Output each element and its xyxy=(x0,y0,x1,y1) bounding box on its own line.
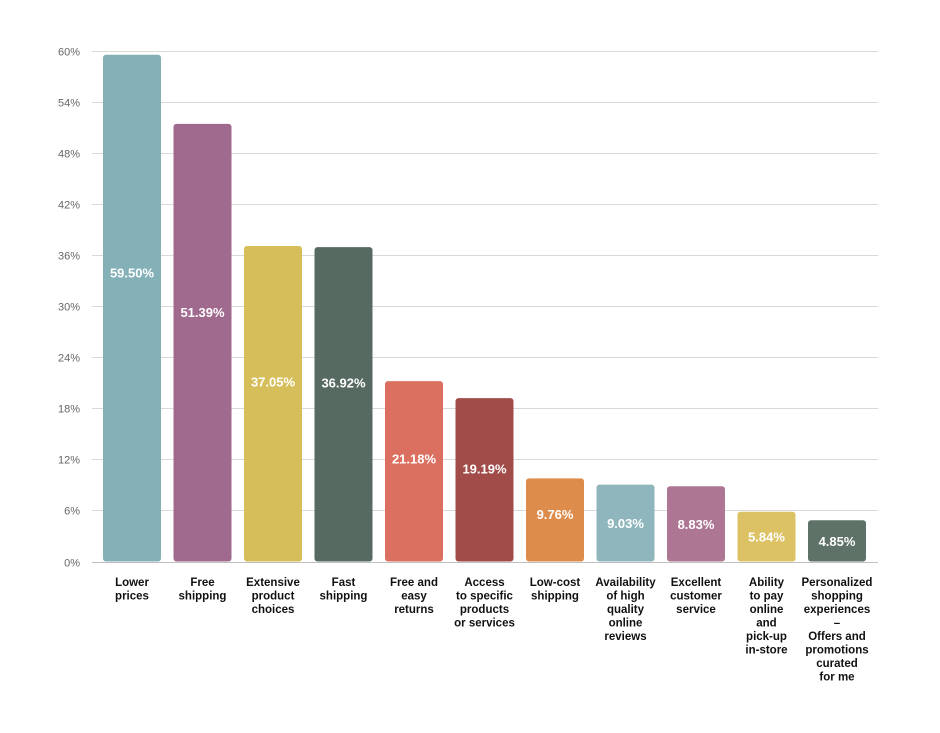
x-category-label-line: to pay xyxy=(750,591,784,603)
x-category-label-line: prices xyxy=(115,591,149,603)
bar-value-label: 8.83% xyxy=(678,517,715,532)
x-category-label: Ability to pay online and pick-up in-store xyxy=(745,577,787,657)
x-category-label-line: online xyxy=(609,618,643,630)
x-category-label-line: Extensive xyxy=(246,577,300,589)
x-category-label-line: Ability xyxy=(749,577,785,589)
x-category-label: Low-cost shipping xyxy=(530,577,581,603)
x-category-label-line: choices xyxy=(252,604,295,616)
bar xyxy=(455,398,514,562)
x-category-label-line: Excellent xyxy=(671,577,722,589)
y-tick-label: 60% xyxy=(58,47,80,59)
x-category-label: Fast shipping xyxy=(320,577,368,603)
x-category-label-line: Fast xyxy=(332,577,356,589)
bar-value-label: 9.76% xyxy=(537,507,574,522)
bar xyxy=(103,54,161,562)
x-category-label-line: and xyxy=(756,618,776,630)
x-category-label-line: shipping xyxy=(320,591,368,603)
x-category-label-line: pick-up xyxy=(746,631,787,643)
x-category-label: Excellent customer service xyxy=(670,577,722,616)
bar xyxy=(667,486,725,562)
x-category-label-line: to specific xyxy=(456,591,513,603)
y-tick-label: 42% xyxy=(58,200,80,212)
x-category-label-line: reviews xyxy=(604,631,646,643)
y-tick-label: 30% xyxy=(58,302,80,314)
bars: 59.50% 51.39% 37.05% 36.92% 21.18% 19.19% 9.76… xyxy=(103,54,866,562)
bar-value-label: 51.39% xyxy=(180,305,225,320)
x-category-label-line: returns xyxy=(394,604,434,616)
x-category-label-line: of high xyxy=(606,591,644,603)
y-tick-label: 24% xyxy=(58,353,80,365)
x-category-label-line: Free and xyxy=(390,577,438,589)
x-category-label-line: or services xyxy=(454,618,515,630)
x-category-label-line: shipping xyxy=(179,591,227,603)
y-tick-label: 36% xyxy=(58,251,80,263)
x-category-label: Personalized shopping experiences – Offers a… xyxy=(802,577,873,684)
y-tick-label: 18% xyxy=(58,404,80,416)
x-category-label-line: Availability xyxy=(595,577,656,589)
x-category-label-line: Free xyxy=(190,577,214,589)
bar xyxy=(526,478,584,562)
bar-value-label: 37.05% xyxy=(251,375,296,390)
y-tick-label: 12% xyxy=(58,455,80,467)
bar xyxy=(596,484,655,562)
x-category-label-line: in-store xyxy=(745,645,787,657)
bar-value-label: 59.50% xyxy=(110,266,155,281)
y-tick-label: 48% xyxy=(58,149,80,161)
x-category-label-line: – xyxy=(834,618,841,630)
x-category-label-line: products xyxy=(460,604,509,616)
bar-value-label: 36.92% xyxy=(321,375,366,390)
x-category-label-line: service xyxy=(676,604,716,616)
x-category-label-line: Personalized xyxy=(802,577,873,589)
x-category-label-line: curated xyxy=(816,658,858,670)
x-category-label: Access to specific products or services xyxy=(454,577,515,630)
x-category-label-line: for me xyxy=(819,672,854,684)
x-category-label-line: promotions xyxy=(805,645,868,657)
bar xyxy=(737,511,796,562)
x-category-label-line: shipping xyxy=(531,591,579,603)
x-category-label-line: Offers and xyxy=(808,631,866,643)
x-category-label: Lower prices xyxy=(115,577,149,603)
x-category-label: Free and easy returns xyxy=(390,577,438,616)
y-axis: 0% 6% 12% 18% 24% 30% 36% 42% 48% 54% 60% xyxy=(58,47,80,570)
bar xyxy=(808,520,866,562)
bar-value-label: 19.19% xyxy=(462,461,507,476)
x-category-label-line: Access xyxy=(464,577,504,589)
x-category-label-line: easy xyxy=(401,591,427,603)
bar xyxy=(385,381,443,562)
bar-value-label: 4.85% xyxy=(819,534,856,549)
x-category-label-line: product xyxy=(252,591,295,603)
x-category-label-line: experiences xyxy=(804,604,871,616)
bar-value-label: 21.18% xyxy=(392,452,437,467)
bar xyxy=(244,245,302,562)
bar-value-label: 5.84% xyxy=(748,530,785,545)
x-category-label-line: Low-cost xyxy=(530,577,581,589)
x-category-label-line: quality xyxy=(607,604,645,616)
x-category-label-line: customer xyxy=(670,591,722,603)
x-category-label-line: online xyxy=(750,604,784,616)
x-category-label-line: Lower xyxy=(115,577,149,589)
y-tick-label: 6% xyxy=(64,506,80,518)
bar-value-label: 9.03% xyxy=(607,516,644,531)
x-category-label: Free shipping xyxy=(179,577,227,603)
y-tick-label: 0% xyxy=(64,558,80,570)
x-category-label-line: shopping xyxy=(811,591,863,603)
x-category-label: Availability of high quality online reviews xyxy=(595,577,656,643)
bar xyxy=(314,247,373,562)
y-tick-label: 54% xyxy=(58,98,80,110)
x-category-label: Extensive product choices xyxy=(246,577,300,616)
bar xyxy=(173,123,232,562)
